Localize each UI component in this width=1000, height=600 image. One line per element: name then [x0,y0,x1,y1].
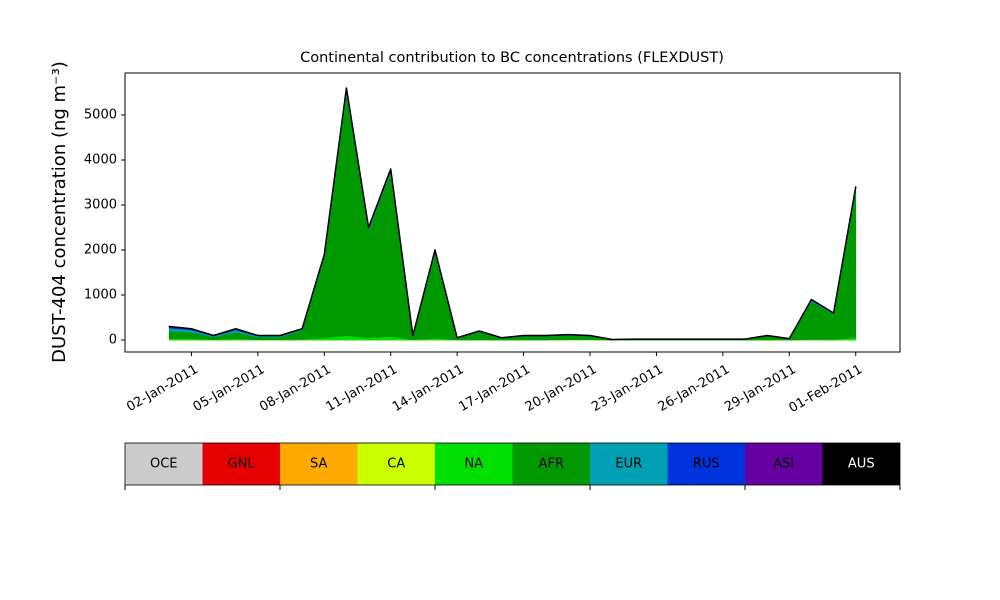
x-tick-label: 14-Jan-2011 [390,362,467,415]
legend-swatch [280,443,358,485]
y-tick-label: 4000 [84,152,117,167]
x-tick-label: 20-Jan-2011 [523,362,600,415]
area [168,89,857,341]
legend-swatch [202,443,280,485]
x-tick-label: 08-Jan-2011 [257,362,334,415]
area [168,92,857,341]
chart-title: Continental contribution to BC concentra… [300,50,724,66]
x-tick-label: 26-Jan-2011 [656,362,733,415]
y-tick-label: 0 [109,332,117,347]
legend-label: AUS [848,457,875,472]
x-tick-label: 23-Jan-2011 [589,362,666,415]
legend-swatch [822,443,900,485]
legend-label: AFR [539,457,564,472]
plot-frame [124,72,901,353]
legend-swatch [435,443,513,485]
legend-swatch [590,443,668,485]
x-tick-label: 11-Jan-2011 [324,362,401,415]
legend-label: RUS [693,457,720,472]
y-tick-label: 3000 [84,197,117,212]
area [168,88,857,341]
legend-label: CA [387,457,405,472]
legend-frame [124,442,901,486]
x-tick-label: 02-Jan-2011 [124,362,201,415]
y-tick-label: 1000 [84,287,117,302]
legend-label: ASI [773,457,794,472]
area [168,87,857,341]
legend-swatch [125,443,203,485]
legend-label: SA [310,457,327,472]
legend-swatch [745,443,823,485]
legend-label: OCE [150,457,178,472]
legend-swatch [667,443,745,485]
y-tick-label: 5000 [84,107,117,122]
legend-label: GNL [228,457,256,472]
area [168,87,857,340]
x-tick-label: 29-Jan-2011 [722,362,799,415]
x-tick-label: 05-Jan-2011 [191,362,268,415]
y-axis-label: DUST-404 concentration (ng m⁻³) [49,61,70,363]
y-tick-label: 2000 [84,242,117,257]
x-tick-label: 17-Jan-2011 [456,362,533,415]
legend-swatch [512,443,590,485]
x-tick-label: 01-Feb-2011 [787,362,866,416]
legend-swatch [357,443,435,485]
legend-label: NA [464,457,483,472]
legend-label: EUR [615,457,642,472]
